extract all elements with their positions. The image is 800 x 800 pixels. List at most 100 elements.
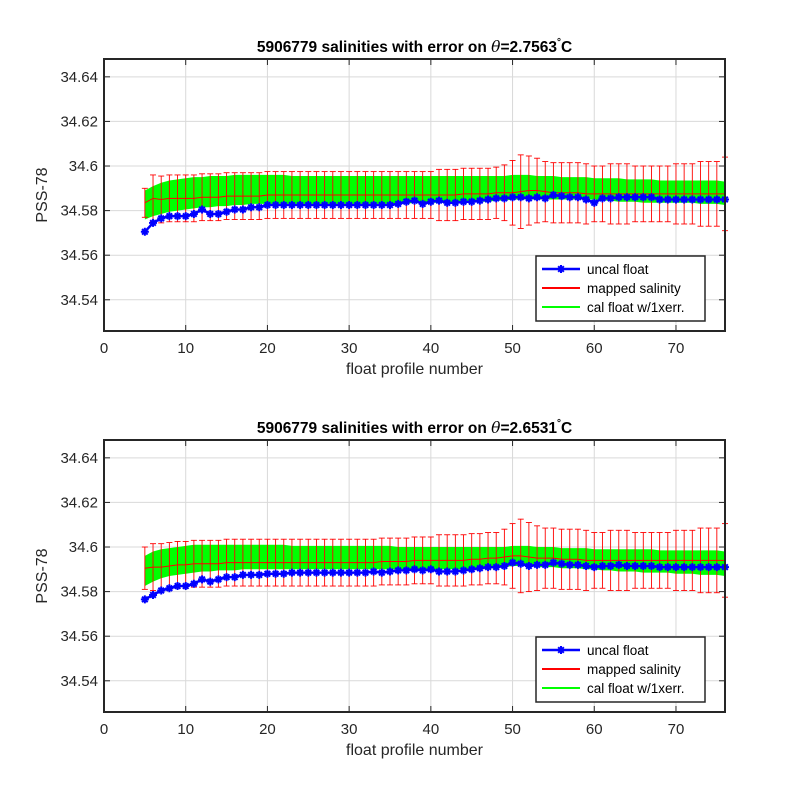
uncal-float-point [647,193,656,202]
y-tick-label: 34.56 [60,628,98,645]
uncal-float-point [622,193,631,202]
uncal-float-point [140,227,149,236]
chart-panel-2: 0 10 20 30 40 50 60 70 34.54 34.56 34.58 34.6 34.62 3… [34,418,729,759]
uncal-float-point [484,563,493,572]
uncal-float-point [361,201,370,210]
uncal-float-point [435,567,444,576]
uncal-float-point [369,567,378,576]
uncal-float-point [418,566,427,575]
y-tick-label: 34.64 [60,450,98,467]
uncal-float-point [149,218,158,227]
uncal-float-point [671,563,680,572]
legend-label: uncal float [587,643,649,658]
uncal-float-point [582,561,591,570]
ticks [103,440,725,712]
uncal-float-point [622,561,631,570]
uncal-float-markers [140,558,729,604]
uncal-float-point [541,560,550,569]
uncal-float-point [655,563,664,572]
uncal-float-point [467,197,476,206]
uncal-float-point [206,577,215,586]
uncal-float-point [353,568,362,577]
uncal-float-point [565,193,574,202]
uncal-float-point [475,564,484,573]
uncal-float-point [385,567,394,576]
chart-panel-1: 0 10 20 30 40 50 60 70 34.54 34.56 34.58 34.6 34.62 3… [34,37,729,378]
y-axis-label: PSS-78 [34,167,51,222]
uncal-float-point [492,194,501,203]
uncal-float-point [402,566,411,575]
uncal-float-point [639,193,648,202]
uncal-float-point [671,195,680,204]
chart-title: 5906779 salinities with error on θ=2.653… [257,418,572,437]
chart-title-unit: C [561,39,572,56]
uncal-float-point [214,575,223,584]
uncal-float-point [631,193,640,202]
legend-marker [557,646,565,654]
uncal-float-point [222,207,231,216]
axes-box [103,58,726,332]
ticks [103,59,725,331]
x-tick-label: 30 [341,721,358,738]
uncal-float-point [353,201,362,210]
uncal-float-point [704,563,713,572]
legend-item: mapped salinity [542,281,681,296]
uncal-float-point [541,194,550,203]
y-tick-label: 34.64 [60,69,98,86]
uncal-float-point [181,212,190,221]
chart-title-theta: θ [491,38,501,56]
errorbar [141,187,148,218]
uncal-float-point [271,201,280,210]
uncal-float-point [304,568,313,577]
uncal-float-point [680,195,689,204]
cal-float-error-band [144,544,726,587]
uncal-float-point [247,203,256,212]
uncal-float-point [263,569,272,578]
uncal-float-point [500,561,509,570]
uncal-float-point [189,579,198,588]
x-tick-label: 0 [100,340,108,357]
uncal-float-point [140,595,149,604]
uncal-float-point [500,194,509,203]
uncal-float-point [165,584,174,593]
uncal-float-point [443,567,452,576]
y-tick-label: 34.54 [60,673,98,690]
uncal-float-point [435,196,444,205]
uncal-float-point [149,590,158,599]
chart-title-degree: ° [557,37,561,48]
x-tick-label: 40 [422,721,439,738]
x-axis-label: float profile number [346,361,484,378]
uncal-float-point [165,212,174,221]
uncal-float-point [410,565,419,574]
y-tick-label: 34.58 [60,203,98,220]
uncal-float-point [238,570,247,579]
uncal-float-point [573,193,582,202]
uncal-float-point [157,214,166,223]
uncal-float-point [508,558,517,567]
uncal-float-point [328,201,337,210]
uncal-float-point [312,201,321,210]
uncal-float-point [206,209,215,218]
uncal-float-point [230,205,239,214]
uncal-float-point [451,567,460,576]
legend-item: mapped salinity [542,662,681,677]
y-tick-label: 34.62 [60,494,98,511]
uncal-float-point [345,568,354,577]
uncal-float-point [287,568,296,577]
uncal-float-point [336,201,345,210]
uncal-float-point [590,563,599,572]
uncal-float-point [712,563,721,572]
uncal-float-point [606,561,615,570]
uncal-float-point [606,194,615,203]
y-tick-label: 34.58 [60,584,98,601]
x-tick-label: 10 [177,721,194,738]
y-tick-label: 34.62 [60,113,98,130]
uncal-float-point [255,570,264,579]
uncal-float-point [696,563,705,572]
uncal-float-point [508,193,517,202]
uncal-float-point [443,198,452,207]
uncal-float-point [688,563,697,572]
y-axis-label: PSS-78 [34,548,51,603]
uncal-float-point [582,195,591,204]
chart-title-prefix: 5906779 salinities with error on [257,420,491,437]
